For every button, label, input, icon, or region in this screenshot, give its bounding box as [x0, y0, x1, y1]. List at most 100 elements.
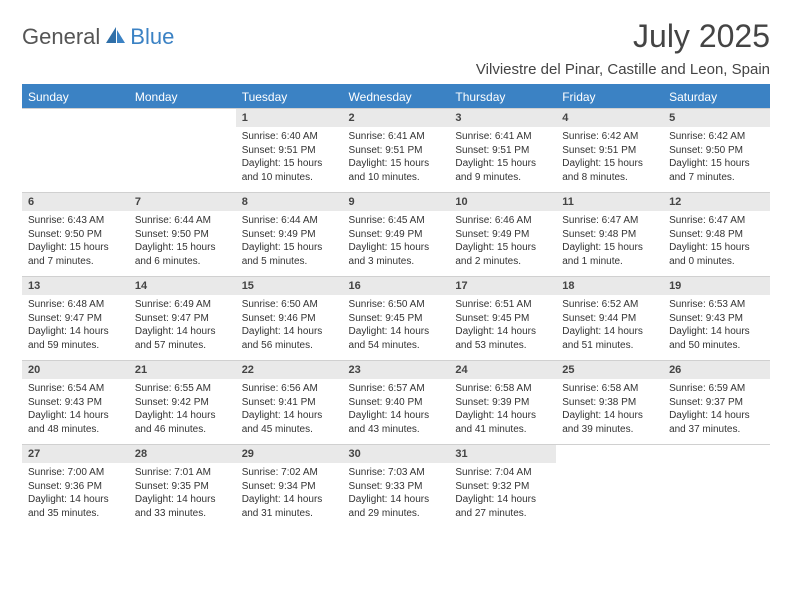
- sunset-text: Sunset: 9:49 PM: [349, 228, 444, 242]
- sunrise-text: Sunrise: 6:49 AM: [135, 298, 230, 312]
- day-body-cell: Sunrise: 6:42 AMSunset: 9:50 PMDaylight:…: [663, 127, 770, 193]
- daylight-line2: and 59 minutes.: [28, 339, 123, 353]
- day-number-cell: 20: [22, 361, 129, 380]
- sunset-text: Sunset: 9:39 PM: [455, 396, 550, 410]
- col-tue: Tuesday: [236, 86, 343, 109]
- daylight-line1: Daylight: 15 hours: [135, 241, 230, 255]
- sunset-text: Sunset: 9:49 PM: [455, 228, 550, 242]
- daylight-line2: and 39 minutes.: [562, 423, 657, 437]
- day-body-row: Sunrise: 7:00 AMSunset: 9:36 PMDaylight:…: [22, 463, 770, 528]
- day-body-cell: Sunrise: 6:46 AMSunset: 9:49 PMDaylight:…: [449, 211, 556, 277]
- daylight-line1: Daylight: 14 hours: [455, 493, 550, 507]
- day-number-cell: 14: [129, 277, 236, 296]
- daylight-line2: and 7 minutes.: [28, 255, 123, 269]
- sunset-text: Sunset: 9:45 PM: [455, 312, 550, 326]
- sunrise-text: Sunrise: 6:54 AM: [28, 382, 123, 396]
- day-number-cell: 21: [129, 361, 236, 380]
- logo-text-1: General: [22, 24, 100, 50]
- daylight-line1: Daylight: 14 hours: [242, 493, 337, 507]
- daylight-line2: and 41 minutes.: [455, 423, 550, 437]
- day-number-cell: 28: [129, 445, 236, 464]
- sunset-text: Sunset: 9:51 PM: [455, 144, 550, 158]
- day-body-cell: Sunrise: 7:02 AMSunset: 9:34 PMDaylight:…: [236, 463, 343, 528]
- day-number-cell: 8: [236, 193, 343, 212]
- sunrise-text: Sunrise: 6:52 AM: [562, 298, 657, 312]
- sunset-text: Sunset: 9:50 PM: [28, 228, 123, 242]
- day-number-cell: 3: [449, 109, 556, 128]
- day-number-cell: 23: [343, 361, 450, 380]
- day-body-cell: Sunrise: 6:47 AMSunset: 9:48 PMDaylight:…: [556, 211, 663, 277]
- daylight-line2: and 5 minutes.: [242, 255, 337, 269]
- daylight-line2: and 33 minutes.: [135, 507, 230, 521]
- sunset-text: Sunset: 9:45 PM: [349, 312, 444, 326]
- day-body-cell: Sunrise: 6:50 AMSunset: 9:46 PMDaylight:…: [236, 295, 343, 361]
- col-mon: Monday: [129, 86, 236, 109]
- sunset-text: Sunset: 9:48 PM: [669, 228, 764, 242]
- daylight-line1: Daylight: 15 hours: [669, 241, 764, 255]
- daylight-line2: and 0 minutes.: [669, 255, 764, 269]
- day-body-cell: Sunrise: 6:52 AMSunset: 9:44 PMDaylight:…: [556, 295, 663, 361]
- sunrise-text: Sunrise: 6:57 AM: [349, 382, 444, 396]
- daylight-line1: Daylight: 14 hours: [242, 325, 337, 339]
- day-body-cell: Sunrise: 6:45 AMSunset: 9:49 PMDaylight:…: [343, 211, 450, 277]
- day-body-row: Sunrise: 6:48 AMSunset: 9:47 PMDaylight:…: [22, 295, 770, 361]
- day-body-cell: Sunrise: 6:56 AMSunset: 9:41 PMDaylight:…: [236, 379, 343, 445]
- daynum-row: 12345: [22, 109, 770, 128]
- daylight-line1: Daylight: 14 hours: [242, 409, 337, 423]
- calendar-table: Sunday Monday Tuesday Wednesday Thursday…: [22, 86, 770, 528]
- sunrise-text: Sunrise: 6:45 AM: [349, 214, 444, 228]
- day-number-cell: [663, 445, 770, 464]
- daylight-line2: and 1 minute.: [562, 255, 657, 269]
- sunset-text: Sunset: 9:35 PM: [135, 480, 230, 494]
- sunrise-text: Sunrise: 6:56 AM: [242, 382, 337, 396]
- day-body-cell: [22, 127, 129, 193]
- daylight-line2: and 56 minutes.: [242, 339, 337, 353]
- daylight-line2: and 3 minutes.: [349, 255, 444, 269]
- daylight-line2: and 57 minutes.: [135, 339, 230, 353]
- daylight-line2: and 10 minutes.: [349, 171, 444, 185]
- day-body-cell: Sunrise: 7:00 AMSunset: 9:36 PMDaylight:…: [22, 463, 129, 528]
- daynum-row: 6789101112: [22, 193, 770, 212]
- logo: General Blue: [22, 24, 174, 50]
- sunset-text: Sunset: 9:48 PM: [562, 228, 657, 242]
- day-body-cell: Sunrise: 6:59 AMSunset: 9:37 PMDaylight:…: [663, 379, 770, 445]
- daylight-line2: and 10 minutes.: [242, 171, 337, 185]
- day-body-cell: Sunrise: 6:40 AMSunset: 9:51 PMDaylight:…: [236, 127, 343, 193]
- sunrise-text: Sunrise: 6:59 AM: [669, 382, 764, 396]
- day-body-cell: Sunrise: 6:53 AMSunset: 9:43 PMDaylight:…: [663, 295, 770, 361]
- daylight-line2: and 29 minutes.: [349, 507, 444, 521]
- sunrise-text: Sunrise: 6:40 AM: [242, 130, 337, 144]
- day-body-cell: Sunrise: 6:50 AMSunset: 9:45 PMDaylight:…: [343, 295, 450, 361]
- sunset-text: Sunset: 9:36 PM: [28, 480, 123, 494]
- sunset-text: Sunset: 9:43 PM: [669, 312, 764, 326]
- day-body-cell: Sunrise: 6:51 AMSunset: 9:45 PMDaylight:…: [449, 295, 556, 361]
- daylight-line2: and 35 minutes.: [28, 507, 123, 521]
- sunset-text: Sunset: 9:46 PM: [242, 312, 337, 326]
- day-body-cell: Sunrise: 7:01 AMSunset: 9:35 PMDaylight:…: [129, 463, 236, 528]
- day-body-row: Sunrise: 6:43 AMSunset: 9:50 PMDaylight:…: [22, 211, 770, 277]
- daylight-line2: and 50 minutes.: [669, 339, 764, 353]
- sunrise-text: Sunrise: 6:48 AM: [28, 298, 123, 312]
- day-body-cell: Sunrise: 6:58 AMSunset: 9:38 PMDaylight:…: [556, 379, 663, 445]
- sunset-text: Sunset: 9:43 PM: [28, 396, 123, 410]
- daylight-line1: Daylight: 15 hours: [242, 241, 337, 255]
- daylight-line1: Daylight: 15 hours: [455, 157, 550, 171]
- sunrise-text: Sunrise: 6:41 AM: [349, 130, 444, 144]
- sunrise-text: Sunrise: 6:58 AM: [455, 382, 550, 396]
- day-number-cell: [22, 109, 129, 128]
- day-number-cell: 18: [556, 277, 663, 296]
- daylight-line1: Daylight: 15 hours: [455, 241, 550, 255]
- sunset-text: Sunset: 9:50 PM: [135, 228, 230, 242]
- sunset-text: Sunset: 9:38 PM: [562, 396, 657, 410]
- day-number-cell: 5: [663, 109, 770, 128]
- sunset-text: Sunset: 9:32 PM: [455, 480, 550, 494]
- daylight-line1: Daylight: 14 hours: [562, 409, 657, 423]
- day-number-cell: [556, 445, 663, 464]
- sunset-text: Sunset: 9:40 PM: [349, 396, 444, 410]
- sunset-text: Sunset: 9:51 PM: [562, 144, 657, 158]
- day-body-cell: Sunrise: 6:41 AMSunset: 9:51 PMDaylight:…: [449, 127, 556, 193]
- daylight-line2: and 2 minutes.: [455, 255, 550, 269]
- daylight-line1: Daylight: 14 hours: [669, 325, 764, 339]
- sunrise-text: Sunrise: 6:50 AM: [349, 298, 444, 312]
- day-body-cell: Sunrise: 6:47 AMSunset: 9:48 PMDaylight:…: [663, 211, 770, 277]
